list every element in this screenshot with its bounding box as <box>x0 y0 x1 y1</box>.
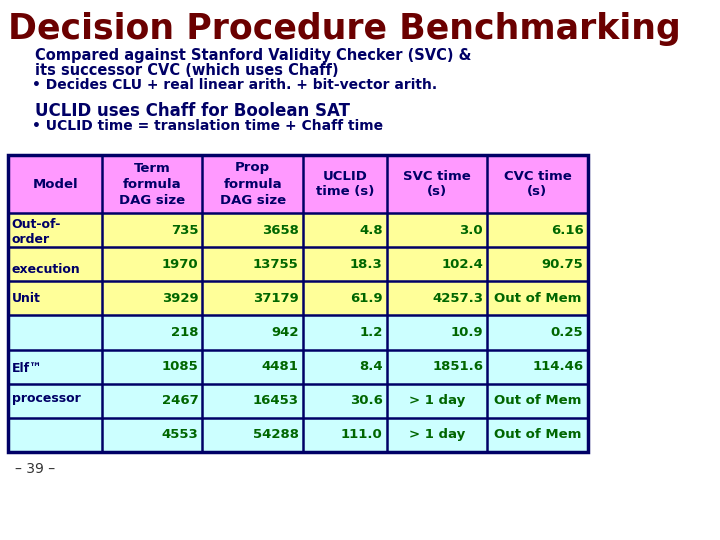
Text: 30.6: 30.6 <box>350 394 383 407</box>
Text: UCLID
time (s): UCLID time (s) <box>315 170 374 199</box>
Text: • UCLID time = translation time + Chaff time: • UCLID time = translation time + Chaff … <box>32 119 382 133</box>
Bar <box>9 155 588 452</box>
Text: Out-of-
order

execution: Out-of- order execution <box>12 218 81 276</box>
Text: 90.75: 90.75 <box>541 258 583 271</box>
Text: 111.0: 111.0 <box>341 428 383 441</box>
Bar <box>9 384 588 418</box>
Bar <box>9 213 102 281</box>
Text: 54288: 54288 <box>253 428 299 441</box>
Text: Out of Mem: Out of Mem <box>494 394 581 407</box>
Text: 114.46: 114.46 <box>532 360 583 373</box>
Text: 3929: 3929 <box>162 292 198 305</box>
Bar <box>9 247 588 281</box>
Text: 13755: 13755 <box>253 258 299 271</box>
Bar <box>9 213 588 247</box>
Text: 4.8: 4.8 <box>359 224 383 237</box>
Text: 102.4: 102.4 <box>441 258 483 271</box>
Text: Term
formula
DAG size: Term formula DAG size <box>120 161 185 206</box>
Bar <box>9 349 588 384</box>
Bar <box>9 315 588 349</box>
Text: • Decides CLU + real linear arith. + bit-vector arith.: • Decides CLU + real linear arith. + bit… <box>32 78 436 92</box>
Text: – 39 –: – 39 – <box>15 462 55 476</box>
Text: 8.4: 8.4 <box>359 360 383 373</box>
Text: 1.2: 1.2 <box>359 326 383 339</box>
Text: SVC time
(s): SVC time (s) <box>403 170 471 199</box>
Text: UCLID uses Chaff for Boolean SAT: UCLID uses Chaff for Boolean SAT <box>35 102 350 120</box>
Bar <box>9 315 102 452</box>
Text: 2467: 2467 <box>161 394 198 407</box>
Text: 735: 735 <box>171 224 198 237</box>
Text: 61.9: 61.9 <box>350 292 383 305</box>
Text: > 1 day: > 1 day <box>409 394 465 407</box>
Text: 0.25: 0.25 <box>551 326 583 339</box>
Bar <box>9 281 588 315</box>
Text: Out of Mem: Out of Mem <box>494 292 581 305</box>
Bar <box>9 281 102 315</box>
Text: 3658: 3658 <box>262 224 299 237</box>
Text: 942: 942 <box>271 326 299 339</box>
Text: 1970: 1970 <box>162 258 198 271</box>
Text: CVC time
(s): CVC time (s) <box>503 170 571 199</box>
Text: 3.0: 3.0 <box>459 224 483 237</box>
Text: 18.3: 18.3 <box>350 258 383 271</box>
Text: 1851.6: 1851.6 <box>432 360 483 373</box>
Text: Decision Procedure Benchmarking: Decision Procedure Benchmarking <box>9 12 681 46</box>
Text: Out of Mem: Out of Mem <box>494 428 581 441</box>
Text: 10.9: 10.9 <box>451 326 483 339</box>
Text: 6.16: 6.16 <box>551 224 583 237</box>
Text: Model: Model <box>32 178 78 191</box>
Text: 4553: 4553 <box>161 428 198 441</box>
Text: 16453: 16453 <box>253 394 299 407</box>
Bar <box>9 155 588 213</box>
Text: > 1 day: > 1 day <box>409 428 465 441</box>
Text: Prop
formula
DAG size: Prop formula DAG size <box>220 161 286 206</box>
Text: 4481: 4481 <box>262 360 299 373</box>
Text: 37179: 37179 <box>253 292 299 305</box>
Text: its successor CVC (which uses Chaff): its successor CVC (which uses Chaff) <box>35 63 338 78</box>
Text: Compared against Stanford Validity Checker (SVC) &: Compared against Stanford Validity Check… <box>35 48 471 63</box>
Text: 218: 218 <box>171 326 198 339</box>
Text: 1085: 1085 <box>161 360 198 373</box>
Text: Unit: Unit <box>12 292 40 305</box>
Text: 4257.3: 4257.3 <box>432 292 483 305</box>
Bar <box>9 418 588 452</box>
Text: Elf™

processor: Elf™ processor <box>12 362 81 405</box>
